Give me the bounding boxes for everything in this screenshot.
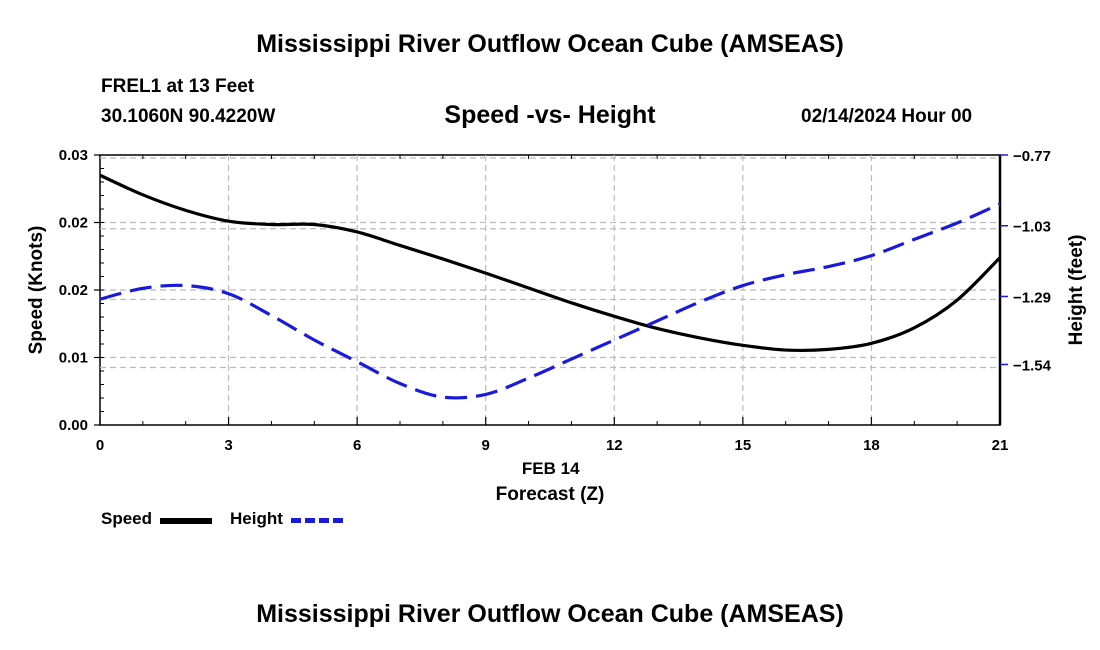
axis-layer — [94, 154, 1008, 426]
legend-speed-swatch — [160, 518, 212, 524]
y2-tick-label: −1.03 — [1013, 219, 1051, 236]
station-name: FREL1 at 13 Feet — [101, 76, 255, 97]
legend-speed-label: Speed — [101, 509, 153, 528]
y2-tick-label: −1.54 — [1013, 357, 1052, 374]
x-axis-date-label: FEB 14 — [522, 459, 580, 478]
footer-title: Mississippi River Outflow Ocean Cube (AM… — [256, 600, 844, 628]
label-layer: 0 3 6 9 12 15 18 21 0.00 0.01 0.02 0.02 0.03 −0.77 −1.… — [26, 147, 1087, 505]
x-tick-label: 12 — [606, 437, 623, 454]
y2-tick-label: −0.77 — [1013, 148, 1051, 165]
forecast-datetime: 02/14/2024 Hour 00 — [801, 106, 973, 127]
main-title: Mississippi River Outflow Ocean Cube (AM… — [256, 30, 844, 58]
y2-tick-label: −1.29 — [1013, 289, 1051, 306]
series-height-line — [99, 202, 1001, 400]
y2-axis-label: Height (feet) — [1066, 235, 1087, 346]
x-tick-label: 9 — [482, 437, 490, 454]
grid-layer — [100, 155, 1000, 425]
x-axis-label: Forecast (Z) — [496, 484, 605, 505]
y-axis-label: Speed (Knots) — [26, 226, 47, 355]
y-tick-label: 0.00 — [59, 417, 88, 434]
chart-subtitle: Speed -vs- Height — [444, 101, 656, 129]
series-layer — [99, 173, 1002, 400]
y-tick-label: 0.01 — [59, 350, 88, 367]
x-tick-label: 15 — [735, 437, 752, 454]
x-tick-label: 18 — [863, 437, 880, 454]
station-coords: 30.1060N 90.4220W — [101, 106, 276, 127]
x-tick-label: 6 — [353, 437, 361, 454]
x-tick-label: 0 — [96, 437, 104, 454]
y-tick-label: 0.02 — [59, 215, 88, 232]
x-tick-label: 3 — [224, 437, 232, 454]
legend-height-label: Height — [230, 509, 283, 528]
x-tick-label: 21 — [992, 437, 1009, 454]
y-tick-label: 0.02 — [59, 282, 88, 299]
legend-height-swatch — [291, 518, 343, 523]
y-tick-label: 0.03 — [59, 147, 88, 164]
series-speed-line — [99, 173, 1002, 353]
